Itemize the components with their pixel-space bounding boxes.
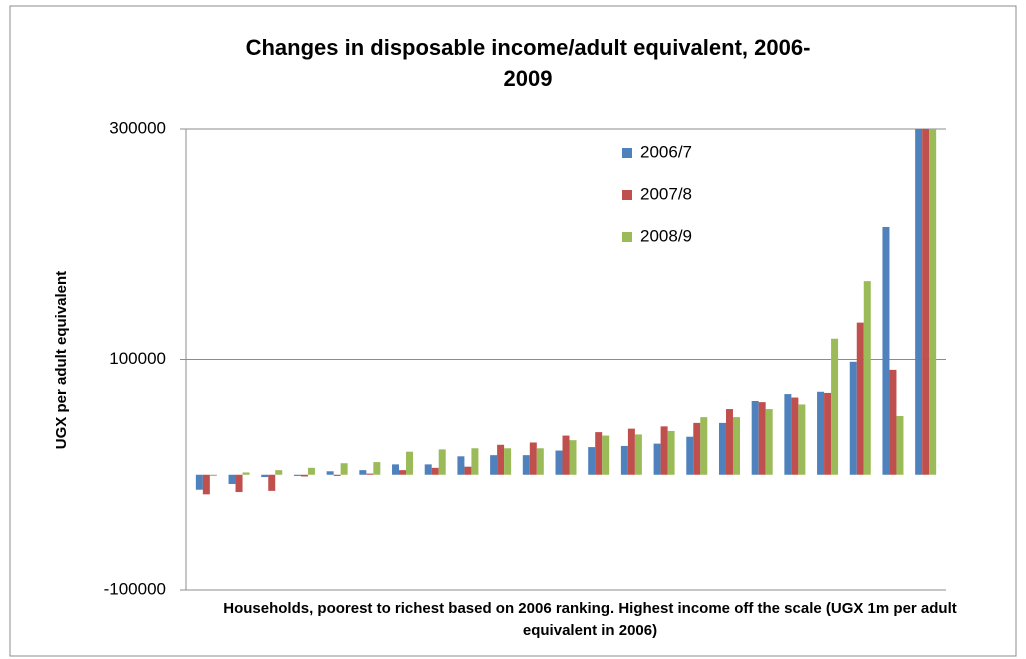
bar [667,430,675,475]
bar [424,464,432,475]
bar [504,448,512,475]
bar [686,436,694,475]
bar [562,435,570,475]
bar [366,473,374,475]
bar [660,426,668,475]
bar [817,391,825,475]
bar [765,409,773,475]
y-tick-label: -100000 [104,579,166,598]
bar [457,456,465,475]
bar [359,470,367,475]
bar [242,472,250,475]
bar [758,402,766,475]
legend-label: 2006/7 [640,142,692,161]
bar [555,450,563,475]
bar [620,445,628,475]
bar [588,447,596,475]
bar [725,409,733,475]
bar [849,361,857,475]
bar [340,463,348,475]
chart-title: Changes in disposable income/adult equiv… [245,35,811,91]
bar [326,471,334,475]
y-tick-label: 100000 [109,349,166,368]
bar [627,428,635,475]
bar [595,432,603,475]
bar [922,129,930,475]
bar [293,474,301,476]
bar [235,474,243,493]
bar [209,474,217,476]
x-axis-label: Households, poorest to richest based on … [223,600,957,639]
legend-label: 2008/9 [640,226,692,245]
bar [824,392,832,475]
bar [399,470,407,475]
bar [718,422,726,475]
bar [798,404,806,475]
bar [784,394,792,475]
bar [333,474,341,476]
bar [373,462,381,475]
bar [522,455,530,475]
bar [261,474,269,478]
bar [732,417,740,475]
legend-marker [622,190,632,200]
bar [856,322,864,475]
bar [529,442,537,475]
bar [602,435,610,475]
bar [693,422,701,475]
bar [889,369,897,475]
bar [406,451,414,475]
bar [634,434,642,475]
bar [275,470,283,475]
bar [307,467,315,475]
y-axis-label: UGX per adult equivalent [53,271,70,449]
bar [791,397,799,475]
bar [431,467,439,475]
bar [438,449,446,475]
bar [751,400,759,475]
bar [896,415,904,475]
chart-border [9,5,1017,657]
bar [228,474,236,484]
bar [202,474,210,495]
legend-marker [622,232,632,242]
bar [497,444,505,475]
bar [300,474,308,477]
bar [700,417,708,475]
bar [569,440,577,475]
bar [536,448,544,475]
bar [653,443,661,475]
bar [471,448,479,475]
bar [915,129,923,475]
bar [882,226,890,475]
bar [929,129,937,475]
bar [464,466,472,475]
bar [863,281,871,475]
bar [831,338,839,475]
bar [490,455,498,475]
legend-marker [622,148,632,158]
bar [268,474,276,491]
y-tick-label: 300000 [109,118,166,137]
bar [195,474,203,490]
legend-label: 2007/8 [640,184,692,203]
bar [392,464,400,475]
